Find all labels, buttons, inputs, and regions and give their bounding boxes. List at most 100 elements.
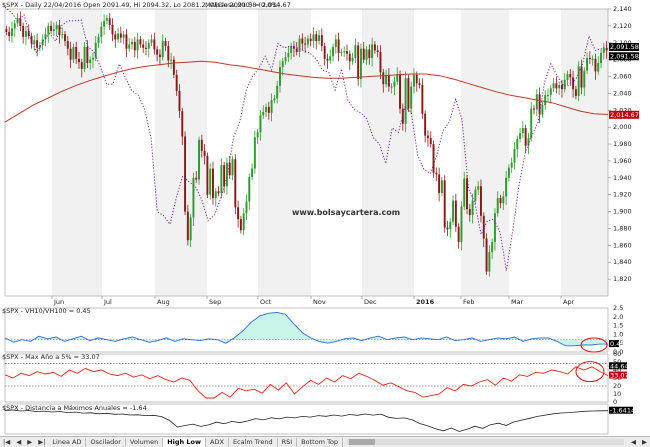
max-ano-pane-title: $SPX - Max Aňo a 5% = 33.07 (2, 353, 100, 361)
candle-body (312, 34, 315, 42)
candle-body (86, 46, 89, 64)
candle-body (588, 57, 591, 59)
candle-body (52, 29, 55, 31)
max-ano-y-tick-label: 0 (613, 398, 617, 406)
candle-body (410, 86, 413, 109)
candle-body (253, 137, 256, 169)
distance-line (4, 409, 609, 432)
candle-body (189, 217, 192, 241)
candle-body (535, 94, 538, 110)
candle-body (337, 39, 340, 53)
candle-body (72, 46, 75, 60)
candle-body (304, 43, 307, 45)
candle-body (256, 132, 259, 138)
nav-prev-icon[interactable]: ◀ (16, 438, 22, 446)
candle-body (586, 57, 589, 71)
indicator-tab-bar: |◀ ◀ ▶ ▶| Linea AD Oscilador Volumen Hig… (0, 436, 650, 447)
candle-body (329, 56, 332, 61)
y-tick-label: 1,880 (613, 224, 632, 232)
y-tick-label: 2,120 (613, 22, 632, 30)
max-ano-tag (609, 371, 627, 379)
candle-body (220, 165, 223, 194)
x-tick-label: Apr (563, 298, 575, 306)
candle-body (334, 39, 337, 47)
tab-rsi[interactable]: RSI (278, 437, 298, 447)
candle-body (186, 211, 189, 241)
candle-body (426, 135, 429, 139)
scroll-left-icon[interactable]: ◀ (631, 438, 636, 446)
candle-body (147, 42, 150, 49)
tab-linea-ad[interactable]: Linea AD (48, 437, 87, 447)
y-tick-label: 1,900 (613, 208, 632, 216)
vh-area-fill (5, 312, 608, 346)
chart-stage: 2,1402,1202,1002,0802,0602,0402,0202,000… (2, 1, 639, 435)
candle-body (516, 138, 519, 150)
candle-body (27, 30, 30, 37)
candle-body (142, 44, 145, 48)
candle-body (432, 144, 435, 173)
price-tag-label: 2,091.58 (610, 43, 639, 51)
nav-next-icon[interactable]: ▶ (27, 438, 33, 446)
vh-ratio-pane: 2.52.01.51.00.50.00.45 (4, 304, 624, 356)
candle-body (153, 39, 156, 50)
candle-body (421, 84, 424, 114)
candle-body (228, 162, 231, 176)
candle-body (415, 74, 418, 84)
tab-volumen[interactable]: Volumen (126, 437, 164, 447)
candle-body (100, 26, 103, 37)
candle-body (499, 198, 502, 204)
tab-bottom-top[interactable]: Bottom Top (297, 437, 344, 447)
candle-body (572, 77, 575, 90)
max-ano-y-tick-label: 60 (613, 350, 621, 358)
candle-body (108, 18, 111, 26)
candle-body (195, 177, 198, 180)
max-ano-tag (609, 362, 627, 370)
tab-oscilador[interactable]: Oscilador (86, 437, 126, 447)
watermark: www.bolsaycartera.com (292, 208, 400, 217)
y-tick-label: 1,820 (613, 275, 632, 283)
candle-body (58, 25, 61, 36)
candle-body (390, 86, 393, 88)
nav-first-icon[interactable]: |◀ (3, 438, 11, 446)
candle-body (69, 48, 72, 60)
scroll-right-icon[interactable]: ▶ (642, 438, 647, 446)
candle-body (212, 168, 214, 199)
candle-body (315, 34, 318, 42)
candle-body (496, 198, 499, 214)
candle-body (326, 58, 329, 61)
vh-y-tick-label: 0.0 (613, 348, 623, 356)
y-tick-label: 1,940 (613, 174, 632, 182)
candle-body (5, 29, 8, 32)
tab-ecalm-trend[interactable]: Ecalm Trend (229, 437, 278, 447)
tab-high-low[interactable]: High Low (163, 437, 207, 447)
y-tick-label: 1,840 (613, 258, 632, 266)
price-tag (609, 110, 639, 119)
candle-body (538, 94, 541, 115)
vh-y-tick-label: 2.0 (613, 313, 623, 321)
nav-last-icon[interactable]: ▶| (38, 438, 46, 446)
candle-body (133, 41, 136, 51)
candle-body (477, 186, 480, 190)
candle-body (547, 95, 549, 97)
candle-body (301, 38, 304, 44)
candle-body (583, 70, 586, 88)
candle-body (549, 88, 552, 96)
candle-body (150, 39, 153, 43)
candle-body (365, 49, 368, 60)
candle-body (119, 33, 122, 38)
x-tick-label: Dec (364, 298, 377, 306)
candle-body (530, 108, 533, 139)
candle-body (379, 52, 382, 73)
horizontal-scrollbar[interactable] (347, 439, 624, 445)
candle-body (287, 52, 290, 58)
candle-body (30, 36, 33, 44)
candle-body (519, 133, 522, 139)
tab-adx[interactable]: ADX (206, 437, 229, 447)
candle-body (429, 138, 432, 145)
y-tick-label: 2,000 (613, 123, 632, 131)
candle-body (505, 177, 508, 197)
candle-body (404, 78, 407, 124)
x-tick-label: 2016 (416, 298, 435, 306)
scrollbar-thumb[interactable] (349, 439, 376, 445)
candle-body (237, 207, 240, 220)
